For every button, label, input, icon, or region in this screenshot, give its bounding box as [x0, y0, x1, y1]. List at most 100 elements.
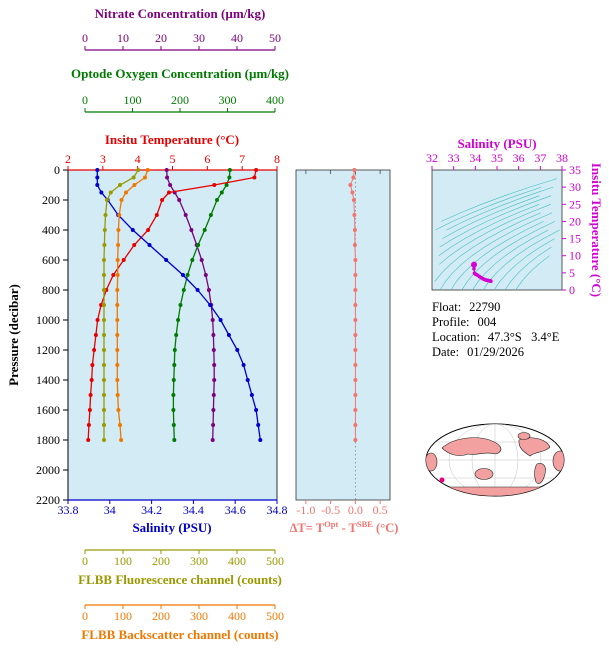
- data-point: [88, 393, 93, 397]
- density-contour: [472, 229, 549, 291]
- tick-label: 0.0: [348, 503, 363, 517]
- tick-label: 500: [266, 609, 284, 623]
- tick-label: 800: [42, 283, 60, 297]
- data-point: [132, 183, 137, 187]
- data-point: [102, 363, 106, 367]
- main-plot-area: [68, 170, 277, 500]
- data-point: [116, 228, 121, 232]
- tick-label: 300: [190, 609, 208, 623]
- data-point: [93, 333, 98, 337]
- data-point: [102, 243, 107, 247]
- data-point: [92, 348, 97, 352]
- data-point: [115, 288, 120, 292]
- data-point: [167, 190, 171, 195]
- data-point: [102, 288, 106, 292]
- delta-point: [352, 168, 357, 172]
- delta-t-axis-title: ΔT= TOpt - TSBE (°C): [290, 519, 399, 536]
- data-point: [181, 273, 185, 277]
- tick-label: 5: [569, 266, 575, 280]
- data-point: [178, 303, 183, 307]
- map-land-africa-east: [552, 450, 564, 472]
- delta-point: [353, 273, 358, 277]
- data-point: [208, 213, 213, 217]
- info-profile: Profile: 004: [432, 315, 559, 330]
- tick-label: 100: [124, 93, 142, 107]
- pressure-axis-title: Pressure (decibar): [6, 284, 21, 386]
- tick-label: 38: [556, 151, 568, 165]
- info-float: Float: 22790: [432, 300, 559, 315]
- info-float-label: Float:: [432, 300, 462, 314]
- data-point: [102, 378, 106, 382]
- data-point: [116, 243, 121, 247]
- data-point: [86, 438, 91, 442]
- data-point: [99, 303, 104, 307]
- tick-label: 10: [569, 249, 581, 263]
- data-point: [117, 213, 122, 217]
- data-point: [211, 393, 216, 397]
- ts-point: [489, 279, 493, 284]
- data-point: [245, 378, 250, 382]
- data-point: [102, 423, 106, 427]
- data-point: [208, 303, 213, 307]
- tick-label: 6: [204, 152, 210, 166]
- data-point: [102, 348, 106, 352]
- tick-label: 34: [104, 503, 116, 517]
- delta-point: [353, 288, 358, 292]
- data-point: [177, 198, 182, 202]
- delta-point: [353, 303, 358, 307]
- data-point: [165, 175, 170, 180]
- data-point: [102, 258, 106, 262]
- delta-point: [353, 438, 358, 442]
- float-location-marker: [439, 477, 445, 483]
- tick-label: -0.5: [321, 503, 340, 517]
- data-point: [115, 393, 120, 397]
- tick-label: 20: [569, 214, 581, 228]
- data-point: [171, 378, 176, 382]
- data-point: [89, 378, 94, 382]
- float-info-block: Float: 22790 Profile: 004 Location: 47.3°S …: [432, 300, 559, 360]
- tick-label: 34.2: [141, 503, 162, 517]
- data-point: [211, 333, 216, 337]
- density-contour: [442, 195, 540, 239]
- tick-label: -1.0: [296, 503, 315, 517]
- density-contour: [446, 186, 554, 231]
- data-point: [164, 168, 169, 172]
- data-point: [254, 408, 259, 412]
- tick-label: 400: [228, 609, 246, 623]
- data-point: [102, 393, 106, 397]
- tick-label: 37: [534, 151, 546, 165]
- data-point: [99, 190, 104, 195]
- data-point: [172, 348, 177, 352]
- delta-point: [351, 175, 356, 180]
- data-point: [136, 168, 141, 172]
- tick-label: 4: [135, 152, 141, 166]
- tick-label: 0: [82, 93, 88, 107]
- data-point: [174, 333, 179, 337]
- data-point: [212, 363, 217, 367]
- delta-label-sup: SBE: [356, 519, 373, 529]
- data-point: [210, 318, 215, 322]
- tick-label: 33.8: [58, 503, 79, 517]
- tick-label: 1000: [36, 313, 60, 327]
- ts-temperature-axis-title: Insitu Temperature (°C): [589, 162, 604, 298]
- data-point: [203, 273, 208, 277]
- data-point: [164, 258, 169, 262]
- delta-label-part: (°C): [372, 521, 399, 536]
- tick-label: 0: [54, 163, 60, 177]
- density-contour: [439, 204, 551, 265]
- tick-label: 35: [569, 163, 581, 177]
- data-point: [195, 288, 200, 292]
- tick-label: 32: [426, 151, 438, 165]
- delta-point: [353, 363, 358, 367]
- tick-label: 400: [228, 554, 246, 568]
- tick-label: 600: [42, 253, 60, 267]
- tick-label: 500: [266, 554, 284, 568]
- density-contour: [439, 195, 552, 248]
- density-contour: [450, 221, 544, 291]
- map-land-africa-west: [426, 452, 438, 472]
- info-date-value: 01/29/2026: [467, 345, 525, 359]
- delta-point: [353, 348, 358, 352]
- data-point: [102, 333, 106, 337]
- info-location: Location: 47.3°S 3.4°E: [432, 330, 559, 345]
- data-point: [224, 183, 229, 187]
